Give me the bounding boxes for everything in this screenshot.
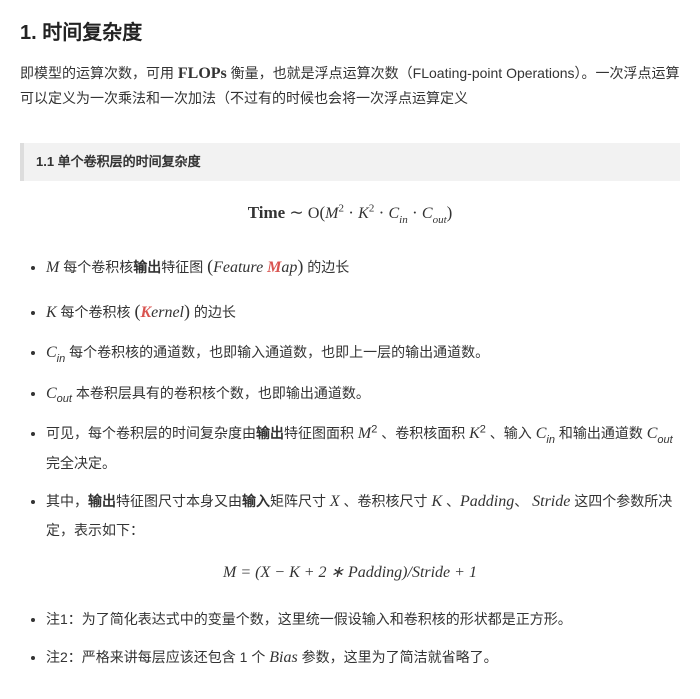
- formula-label: Time: [248, 203, 285, 222]
- li6-X: X: [330, 493, 340, 510]
- li6-Stride: Stride: [532, 493, 570, 510]
- M-formula: M = (X − K + 2 ∗ Padding)/Stride + 1: [20, 558, 680, 587]
- time-complexity-formula: Time ∼ O(M2 · K2 · Cin · Cout): [20, 199, 680, 229]
- symbol-K: K: [46, 304, 57, 321]
- li5-p5: 和输出通道数: [555, 425, 647, 441]
- notes-list: 注1：为了简化表达式中的变量个数，这里统一假设输入和卷积核的形状都是正方形。 注…: [20, 606, 680, 673]
- feature-pre: Feature: [213, 259, 267, 276]
- list-item-summary: 可见，每个卷积层的时间复杂度由输出特征图面积 M2 、卷积核面积 K2 、输入 …: [46, 419, 680, 476]
- note-2: 注2：严格来讲每层应该还包含 1 个 Bias 参数，这里为了简洁就省略了。: [46, 643, 680, 673]
- symbol-Cin-sub: in: [57, 353, 66, 365]
- formula-dot1: ·: [344, 203, 358, 222]
- feature-red-M: M: [267, 259, 281, 276]
- li5-Cin-sub: in: [546, 434, 555, 446]
- li5-Cin: C: [536, 425, 547, 442]
- page-title: 1. 时间复杂度: [20, 16, 680, 50]
- note2-pre: 注2：严格来讲每层应该还包含 1 个: [46, 649, 269, 665]
- li6-p3: 矩阵尺寸: [270, 493, 330, 509]
- note2-bias: Bias: [269, 649, 297, 666]
- li4-text: 本卷积层具有的卷积核个数，也即输出通道数。: [72, 385, 370, 401]
- formula-tilde: ∼: [285, 203, 308, 222]
- intro-prefix: 即模型的运算次数，可用: [20, 65, 178, 81]
- li5-Cout-sub: out: [657, 434, 672, 446]
- intro-paragraph: 即模型的运算次数，可用 FLOPs 衡量，也就是浮点运算次数（FLoating-…: [20, 60, 680, 111]
- feature-post: ap: [281, 259, 297, 276]
- li2-pre: 每个卷积核: [57, 304, 135, 320]
- li1-pre: 每个卷积核: [59, 259, 133, 275]
- li6-p1: 其中，: [46, 493, 88, 509]
- definition-list: M 每个卷积核输出特征图 (Feature Map) 的边长 K 每个卷积核 (…: [20, 249, 680, 543]
- li5-p4: 、输入: [486, 425, 536, 441]
- li2-tail: 的边长: [190, 304, 236, 320]
- li6-p5: 、: [442, 493, 460, 509]
- symbol-Cout: C: [46, 385, 57, 402]
- formula-Cout: C: [422, 205, 433, 222]
- list-item-M: M 每个卷积核输出特征图 (Feature Map) 的边长: [46, 249, 680, 283]
- kernel-post: ernel: [151, 304, 184, 321]
- formula-dot2: ·: [374, 203, 388, 222]
- symbol-Cin: C: [46, 344, 57, 361]
- formula-K: K: [358, 205, 369, 222]
- li1-tail: 的边长: [303, 259, 349, 275]
- li6-Padding: Padding: [460, 493, 514, 510]
- formula-close: ): [447, 203, 453, 222]
- M-formula-text: M = (X − K + 2 ∗ Padding)/Stride + 1: [223, 564, 477, 581]
- li5-M: M: [358, 425, 371, 442]
- li6-p4: 、卷积核尺寸: [340, 493, 432, 509]
- flops-term: FLOPs: [178, 65, 227, 82]
- li6-K: K: [431, 493, 442, 510]
- list-item-K: K 每个卷积核 (Kernel) 的边长: [46, 294, 680, 328]
- li6-b2: 输入: [242, 493, 270, 509]
- li5-Cout: C: [647, 425, 658, 442]
- kernel-red-K: K: [140, 304, 151, 321]
- note-1: 注1：为了简化表达式中的变量个数，这里统一假设输入和卷积核的形状都是正方形。: [46, 606, 680, 633]
- li1-bold: 输出: [133, 259, 161, 275]
- list-item-Cin: Cin 每个卷积核的通道数，也即输入通道数，也即上一层的输出通道数。: [46, 338, 680, 369]
- li5-b1: 输出: [256, 425, 284, 441]
- li5-p2: 特征图面积: [284, 425, 358, 441]
- li5-p6: 完全决定。: [46, 455, 116, 471]
- formula-Cin-sub: in: [399, 214, 408, 226]
- formula-Cout-sub: out: [433, 214, 447, 226]
- formula-dot3: ·: [408, 203, 422, 222]
- li5-p1: 可见，每个卷积层的时间复杂度由: [46, 425, 256, 441]
- section-subhead: 1.1 单个卷积层的时间复杂度: [20, 143, 680, 181]
- symbol-M: M: [46, 259, 59, 276]
- note2-post: 参数，这里为了简洁就省略了。: [298, 649, 498, 665]
- li5-p3: 、卷积核面积: [377, 425, 469, 441]
- li5-K: K: [469, 425, 480, 442]
- formula-M: M: [325, 205, 338, 222]
- list-item-params: 其中，输出特征图尺寸本身又由输入矩阵尺寸 X 、卷积核尺寸 K 、Padding…: [46, 487, 680, 544]
- formula-Cin: C: [388, 205, 399, 222]
- symbol-Cout-sub: out: [57, 393, 72, 405]
- li6-b1: 输出: [88, 493, 116, 509]
- li6-p2: 特征图尺寸本身又由: [116, 493, 242, 509]
- formula-O: O: [308, 205, 320, 222]
- li6-p6: 、: [514, 493, 532, 509]
- li1-mid: 特征图: [161, 259, 207, 275]
- list-item-Cout: Cout 本卷积层具有的卷积核个数，也即输出通道数。: [46, 379, 680, 410]
- li3-text: 每个卷积核的通道数，也即输入通道数，也即上一层的输出通道数。: [65, 344, 489, 360]
